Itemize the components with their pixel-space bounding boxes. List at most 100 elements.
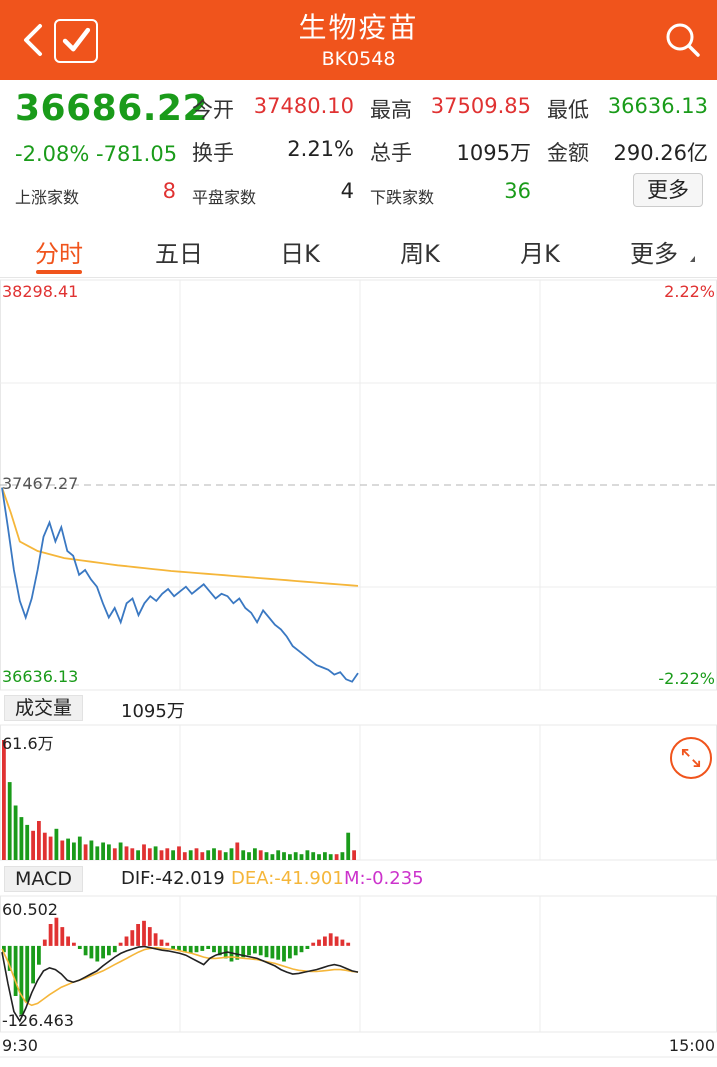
macd-bar-42 <box>247 945 251 956</box>
macd-bar-49 <box>288 945 292 959</box>
volume-bar-16 <box>95 846 100 860</box>
tab-daily-k[interactable]: 日K <box>280 240 320 268</box>
volume-bar-27 <box>159 850 164 860</box>
macd-bar-21 <box>124 936 129 946</box>
time-start-label: 9:30 <box>2 1036 38 1055</box>
volume-total: 1095万 <box>121 701 185 722</box>
macd-bar-11 <box>66 936 70 946</box>
volume-bar-50 <box>293 852 298 860</box>
macd-bar-26 <box>153 933 158 946</box>
volume-bar-6 <box>37 821 41 860</box>
macd-bar-22 <box>130 930 135 946</box>
volume-bar-26 <box>153 846 158 860</box>
volume-bar-39 <box>229 848 234 860</box>
volume-bar-40 <box>235 842 240 860</box>
volume-bar-20 <box>118 842 123 860</box>
expand-icon[interactable] <box>670 737 712 779</box>
watchlist-check-icon[interactable] <box>54 19 98 63</box>
volume-bar-23 <box>136 850 140 860</box>
volume-bar-11 <box>66 838 70 860</box>
volume-bar-3 <box>19 817 24 860</box>
macd-dea-line <box>1 946 359 1007</box>
back-icon[interactable] <box>18 20 48 60</box>
macd-bar-32 <box>188 945 193 954</box>
macd-bar-25 <box>147 927 152 946</box>
macd-bar-44 <box>258 945 263 956</box>
volume-bar-36 <box>212 848 216 860</box>
macd-bar-2 <box>13 945 18 996</box>
macd-bar-8 <box>48 924 53 946</box>
volume-bar-47 <box>276 850 281 860</box>
macd-bar-55 <box>323 936 327 946</box>
volume-indicator-button[interactable]: 成交量 <box>4 695 84 721</box>
macd-bar-58 <box>340 939 345 946</box>
volume-bar-1 <box>7 782 12 860</box>
volume-label: 总手 <box>370 141 412 165</box>
flat-count-value: 4 <box>340 179 354 203</box>
macd-chart-frame <box>0 895 717 1033</box>
macd-bar-20 <box>118 942 123 946</box>
macd-bar-17 <box>101 945 105 959</box>
pct-max-label: 2.22% <box>664 282 715 301</box>
volume-bar-5 <box>31 830 35 860</box>
tab-monthly-k[interactable]: 月K <box>520 240 560 268</box>
macd-bar-15 <box>89 945 94 959</box>
volume-bar-54 <box>317 854 321 860</box>
turnover-label: 换手 <box>192 141 234 165</box>
volume-bar-42 <box>247 852 251 860</box>
macd-bar-45 <box>264 945 269 958</box>
macd-bar-10 <box>60 927 65 946</box>
tab-more[interactable]: 更多 <box>630 240 678 268</box>
volume-bar-58 <box>340 852 345 860</box>
macd-indicator-button[interactable]: MACD <box>4 866 83 892</box>
volume-bar-43 <box>253 848 257 860</box>
time-end-label: 15:00 <box>668 1036 715 1055</box>
volume-bar-7 <box>42 832 47 860</box>
volume-value: 1095万 <box>456 141 531 165</box>
macd-m: M:-0.235 <box>344 868 424 889</box>
macd-dif-line <box>1 945 359 1023</box>
volume-max-label: 61.6万 <box>2 734 54 753</box>
up-count-value: 8 <box>162 179 176 203</box>
volume-bar-56 <box>328 854 333 860</box>
macd-bar-35 <box>206 945 211 949</box>
amount-label: 金额 <box>547 141 589 165</box>
amount-value: 290.26亿 <box>613 141 708 165</box>
tab-five-day[interactable]: 五日 <box>155 240 203 268</box>
search-icon[interactable] <box>663 20 703 60</box>
volume-bar-49 <box>288 854 292 860</box>
volume-bar-19 <box>112 848 117 860</box>
volume-chart-frame <box>0 724 717 861</box>
volume-bar-32 <box>188 850 193 860</box>
volume-bar-34 <box>200 852 205 860</box>
change-percent: -2.08% <box>15 142 90 166</box>
volume-bar-51 <box>299 854 304 860</box>
tab-weekly-k[interactable]: 周K <box>400 240 440 268</box>
macd-bar-4 <box>25 945 30 1003</box>
volume-bar-37 <box>217 850 222 860</box>
open-label: 今开 <box>192 98 234 122</box>
volume-bar-33 <box>194 848 199 860</box>
volume-bar-57 <box>334 854 339 860</box>
up-count-label: 上涨家数 <box>15 188 80 207</box>
flat-count-label: 平盘家数 <box>192 188 257 207</box>
period-tabs: 分时 五日 日K 周K 月K 更多 <box>0 222 717 278</box>
macd-bar-12 <box>72 942 76 946</box>
down-count-value: 36 <box>504 179 531 203</box>
macd-bar-13 <box>77 945 82 949</box>
macd-bar-46 <box>270 945 275 959</box>
volume-bar-29 <box>171 850 175 860</box>
macd-bar-29 <box>171 945 175 949</box>
low-label: 最低 <box>547 98 589 122</box>
app-header: 生物疫苗 BK0548 <box>0 0 717 80</box>
macd-bar-6 <box>37 945 41 965</box>
more-stats-button[interactable]: 更多 <box>633 173 703 207</box>
macd-bar-59 <box>346 942 351 946</box>
macd-bar-51 <box>299 945 304 953</box>
volume-bar-44 <box>258 850 263 860</box>
macd-bar-53 <box>311 942 316 946</box>
tab-intraday[interactable]: 分时 <box>35 240 83 268</box>
volume-bar-41 <box>241 850 246 860</box>
pct-min-label: -2.22% <box>658 669 715 688</box>
volume-bar-13 <box>77 836 82 860</box>
